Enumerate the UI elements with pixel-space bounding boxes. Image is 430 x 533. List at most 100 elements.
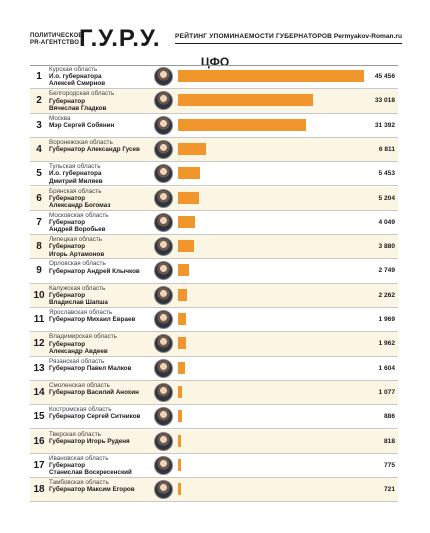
governor-name-line2: Владислав Шапша	[49, 299, 108, 307]
rank-number: 1	[36, 71, 42, 82]
region-name: Белгородская область	[49, 90, 115, 98]
region-name: Тульская область	[49, 163, 101, 171]
region-name: Липецкая область	[49, 236, 103, 244]
bar-track	[178, 288, 364, 301]
governor-name-line1: Губернатор	[49, 340, 86, 348]
mention-count: 818	[383, 437, 395, 445]
governor-name-line1: И.о. губернатора	[49, 73, 102, 81]
governor-name-line2: Дмитрий Миляев	[49, 177, 103, 185]
governor-photo	[154, 382, 173, 402]
region-name: Московская область	[49, 211, 109, 219]
mention-bar	[178, 167, 201, 180]
table-row: 16 Тверская область Губернатор Игорь Руден…	[30, 429, 398, 454]
mention-count: 3 880	[378, 243, 395, 251]
governor-photo	[154, 310, 173, 329]
rank-number: 15	[33, 411, 45, 423]
mention-bar	[178, 215, 195, 228]
bar-track	[178, 94, 364, 107]
governor-info: Липецкая область Губернатор Игорь Артамоно…	[49, 236, 159, 258]
mention-count: 45 456	[374, 73, 395, 80]
governor-name-line1: Губернатор Павел Малков	[49, 364, 132, 372]
mention-bar	[178, 240, 194, 253]
governor-name-line2: Игорь Артамонов	[49, 250, 105, 258]
bar-track	[178, 313, 364, 325]
table-row: 15 Костромская область Губернатор Сергей С…	[30, 405, 398, 430]
rating-table	[30, 65, 398, 503]
rank-number: 7	[36, 216, 42, 228]
mention-count: 721	[383, 486, 395, 494]
governor-info: Тамбовская область Губернатор Максим Егор…	[49, 479, 159, 493]
rank-number: 2	[36, 95, 42, 107]
mention-bar	[178, 94, 314, 107]
mention-bar	[178, 264, 190, 277]
mention-count: 4 049	[378, 218, 395, 226]
bar-track	[178, 483, 364, 496]
bar-track	[178, 434, 364, 447]
brand-logo: Г.У.Р.У.	[79, 25, 161, 52]
governor-photo	[154, 91, 173, 111]
mention-count: 1 077	[378, 388, 395, 396]
rank-number: 9	[36, 265, 42, 277]
brand-line-2: PR-АГЕНТСТВО	[30, 40, 80, 46]
governor-photo	[154, 139, 173, 159]
bar-track	[178, 167, 364, 180]
region-name: Тверская область	[49, 430, 101, 438]
region-name: Костромская область	[49, 406, 112, 414]
rank-number: 10	[33, 289, 45, 301]
table-row: 14 Смоленская область Губернатор Василий А…	[30, 380, 398, 406]
governor-name-line1: Губернатор Александр Гусев	[49, 146, 140, 154]
governor-photo	[154, 212, 173, 232]
mention-bar	[178, 410, 182, 423]
rank-number: 11	[33, 314, 45, 325]
governor-name-line1: Губернатор Михаил Евраев	[49, 316, 136, 324]
rank-number: 8	[36, 241, 42, 253]
governor-name-line1: И.о. губернатора	[49, 170, 102, 178]
region-name: Москва	[49, 114, 71, 122]
governor-photo	[154, 407, 173, 427]
rank-number: 18	[33, 484, 45, 496]
mention-count: 6 811	[378, 145, 395, 153]
table-row: 6 Брянская область Губернатор Александр Бог…	[30, 186, 398, 211]
bar-track	[178, 70, 364, 82]
governor-name-line1: Губернатор Сергей Ситников	[49, 413, 141, 421]
governor-info: Калужская область Губернатор Владислав Шап…	[49, 285, 159, 307]
header: ПОЛИТИЧЕСКОЕ PR-АГЕНТСТВО Г.У.Р.У. РЕЙТИ…	[30, 26, 402, 52]
rank-number: 4	[36, 143, 42, 155]
governor-name-line1: Губернатор	[49, 291, 86, 299]
rank-number: 3	[36, 119, 42, 131]
rank-number: 14	[33, 386, 45, 398]
governor-info: Костромская область Губернатор Сергей Сит…	[49, 406, 159, 420]
table-row: 11 Ярославская область Губернатор Михаил Е…	[30, 308, 398, 333]
governor-photo	[154, 358, 173, 378]
governor-info: Воронежская область Губернатор Александр …	[49, 139, 159, 153]
mention-count: 33 018	[374, 97, 395, 105]
governor-photo	[154, 480, 173, 500]
region-name: Брянская область	[49, 187, 102, 195]
table-row: 12 Владимирская область Губернатор Александ…	[30, 332, 398, 357]
governor-info: Ивановская область Губернатор Станислав Во…	[49, 455, 159, 477]
table-row: 2 Белгородская область Губернатор Вячеслав …	[30, 89, 398, 114]
bar-track	[178, 142, 364, 155]
governor-photo	[154, 115, 173, 135]
governor-info: Белгородская область Губернатор Вячеслав Г…	[49, 90, 159, 112]
table-row: 1 Курская область И.о. губернатора Алексей …	[30, 65, 398, 90]
rank-number: 17	[33, 459, 45, 471]
governor-photo	[154, 188, 173, 208]
website-link[interactable]: Permyakov-Roman.ru	[333, 33, 402, 40]
governor-name-line1: Губернатор Игорь Руденя	[49, 437, 130, 445]
mention-bar	[178, 313, 187, 325]
region-name: Рязанская область	[49, 357, 105, 365]
governor-info: Рязанская область Губернатор Павел Малков	[49, 358, 159, 372]
mention-bar	[178, 142, 206, 155]
governor-name-line1: Губернатор Василий Анохин	[49, 389, 139, 397]
governor-info: Владимирская область Губернатор Александр …	[49, 333, 159, 355]
governor-name-line1: Губернатор	[49, 462, 86, 469]
table-row: 3 Москва Мэр Сергей Собянин 31 392	[30, 114, 398, 138]
bar-track	[178, 337, 364, 350]
mention-bar	[178, 191, 200, 204]
mention-bar	[178, 337, 187, 350]
region-name: Курская область	[49, 66, 98, 73]
governor-photo	[154, 455, 173, 475]
table-row: 9 Орловская область Губернатор Андрей Клыч…	[30, 259, 398, 284]
bar-track	[178, 361, 364, 374]
